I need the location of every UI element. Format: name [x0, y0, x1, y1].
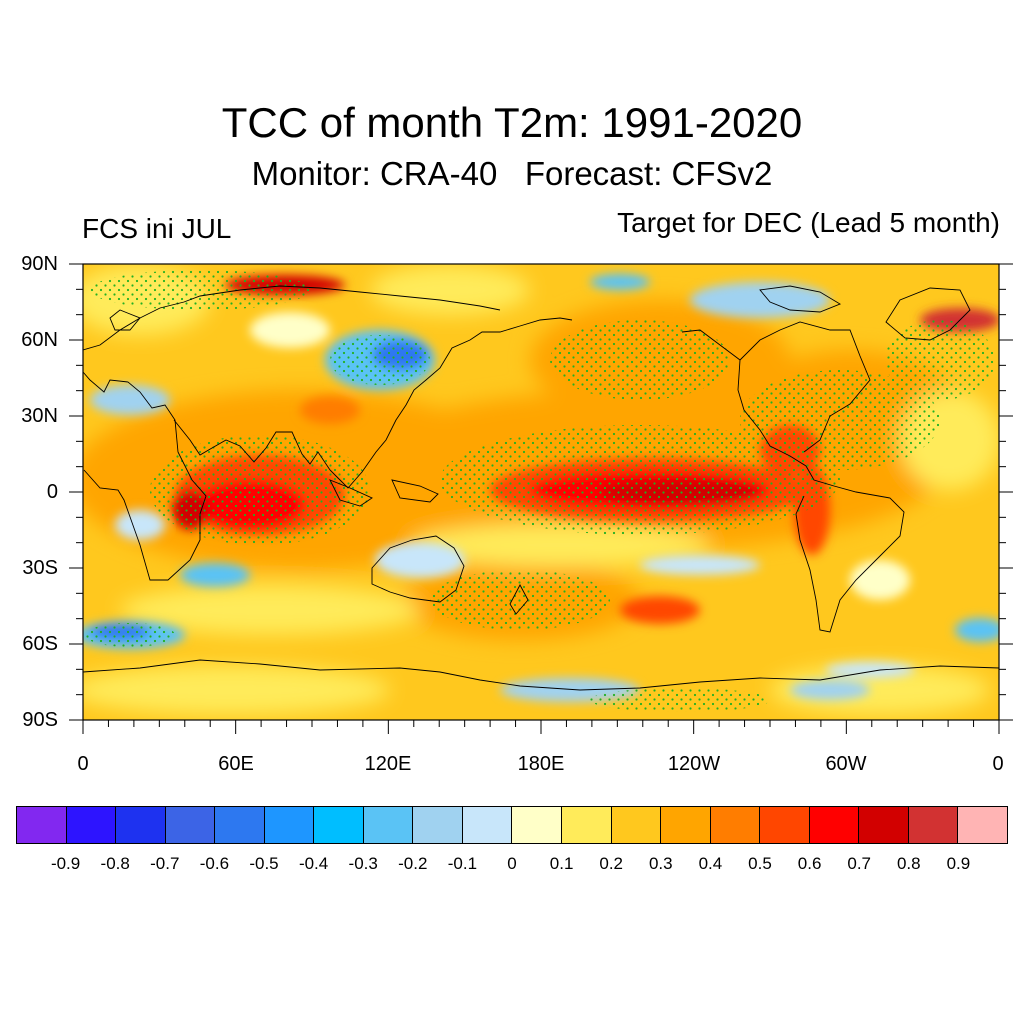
colorbar-label: -0.9: [50, 854, 81, 873]
lon-label-180e: 180E: [517, 753, 565, 775]
colorbar-swatch: [809, 807, 860, 843]
lat-label-90s: 90S: [22, 709, 58, 731]
colorbar-swatch: [859, 807, 909, 843]
map-subtitle: Monitor: CRA-40 Forecast: CFSv2: [251, 155, 773, 192]
colorbar-swatch: [958, 807, 1007, 843]
colorbar-swatch: [512, 807, 563, 843]
colorbar-swatch: [264, 807, 315, 843]
colorbar-label: 0.5: [748, 854, 772, 873]
init-label: FCS ini JUL: [82, 213, 232, 244]
colorbar-swatch: [908, 807, 959, 843]
colorbar-label: 0.3: [648, 854, 673, 873]
colorbar-label: -0.8: [100, 854, 130, 873]
colorbar-swatch: [363, 807, 414, 843]
lon-label-120w: 120W: [667, 753, 721, 775]
colorbar-label: 0.1: [549, 854, 574, 873]
colorbar-label: 0.8: [896, 854, 921, 873]
colorbar-swatch: [710, 807, 761, 843]
lon-label-60w: 60W: [825, 753, 867, 775]
lon-label-120e: 120E: [364, 753, 412, 775]
lat-label-30s: 30S: [22, 557, 58, 579]
colorbar-swatch: [116, 807, 166, 843]
colorbar-swatch: [562, 807, 612, 843]
colorbar-label: -0.2: [398, 854, 428, 873]
lat-label-60s: 60S: [22, 633, 58, 655]
lon-label-0: 0: [77, 753, 89, 775]
colorbar-label: 0.7: [847, 854, 871, 873]
colorbar-label: 0.6: [797, 854, 822, 873]
colorbar-label: 0.9: [946, 854, 971, 873]
lon-label-60e: 60E: [218, 753, 254, 775]
map-title: TCC of month T2m: 1991-2020: [221, 99, 803, 146]
tcc-field: [83, 264, 999, 720]
colorbar-label: -0.7: [150, 854, 180, 873]
colorbar-swatch: [165, 807, 216, 843]
colorbar-swatch: [66, 807, 117, 843]
colorbar-swatch: [661, 807, 711, 843]
colorbar-swatch: [760, 807, 810, 843]
colorbar-label: -0.1: [447, 854, 478, 873]
colorbar-swatch: [413, 807, 463, 843]
significance-stipple: [85, 270, 995, 712]
lat-label-90n: 90N: [21, 253, 58, 275]
colorbar-label: -0.6: [199, 854, 230, 873]
colorbar-swatch: [17, 807, 67, 843]
colorbar-swatch: [611, 807, 662, 843]
colorbar-label: -0.5: [249, 854, 279, 873]
lat-label-30n: 30N: [21, 405, 58, 427]
colorbar-label: 0: [507, 854, 517, 873]
colorbar-label: 0.2: [599, 854, 623, 873]
colorbar-label: -0.3: [348, 854, 378, 873]
colorbar: [16, 806, 1008, 844]
coastlines: [83, 285, 999, 691]
colorbar-swatch: [462, 807, 513, 843]
colorbar-swatch: [215, 807, 265, 843]
colorbar-label: -0.4: [298, 854, 329, 873]
lat-label-equator: 0: [46, 481, 58, 503]
target-label: Target for DEC (Lead 5 month): [617, 207, 1000, 238]
lat-label-60n: 60N: [21, 329, 58, 351]
colorbar-swatch: [314, 807, 364, 843]
lon-label-360: 0: [992, 753, 1004, 775]
colorbar-label: 0.4: [698, 854, 723, 873]
axis-ticks: [69, 263, 1013, 734]
